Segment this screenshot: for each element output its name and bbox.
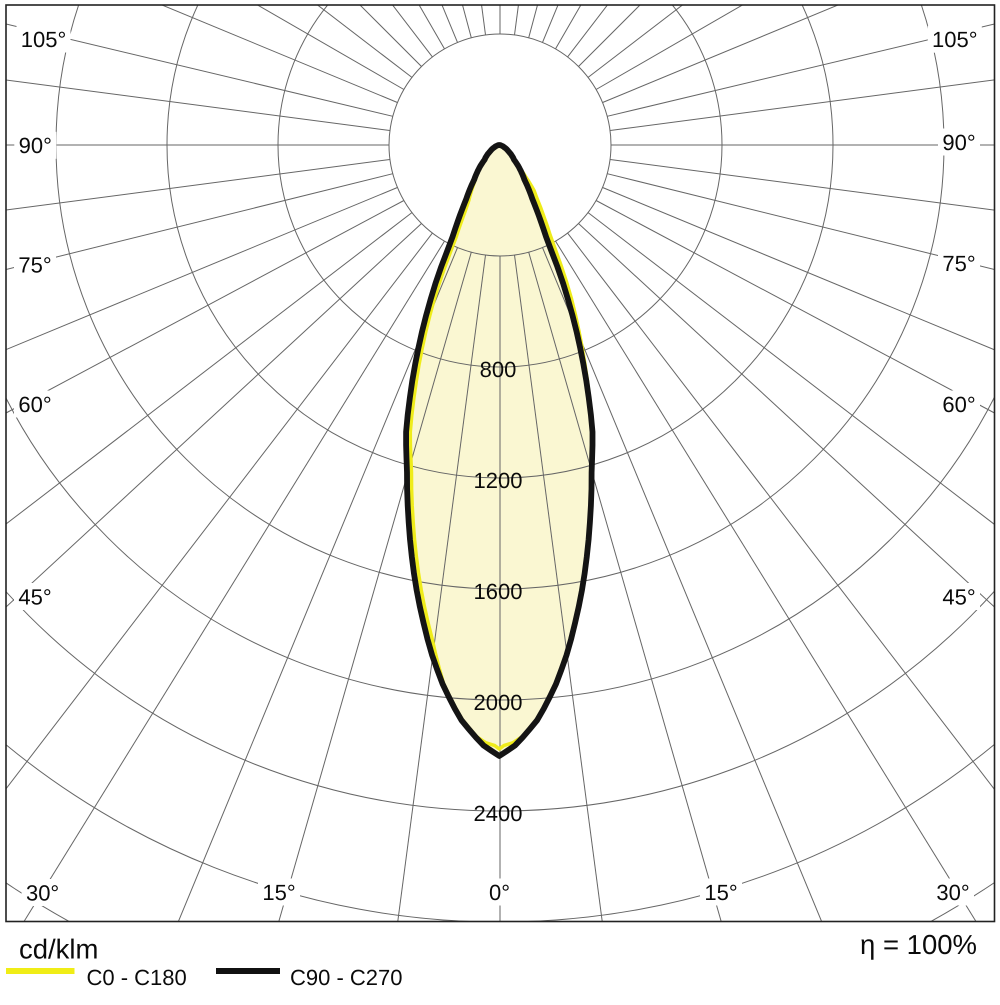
svg-text:105°: 105° xyxy=(21,27,67,52)
svg-text:60°: 60° xyxy=(942,392,975,417)
svg-text:2400: 2400 xyxy=(474,801,523,826)
svg-text:60°: 60° xyxy=(18,392,51,417)
svg-text:90°: 90° xyxy=(19,133,52,158)
svg-text:30°: 30° xyxy=(936,880,969,905)
svg-text:75°: 75° xyxy=(942,251,975,276)
svg-text:90°: 90° xyxy=(942,130,975,155)
svg-text:2000: 2000 xyxy=(474,690,523,715)
svg-text:75°: 75° xyxy=(18,253,51,278)
svg-text:800: 800 xyxy=(480,357,517,382)
svg-text:105°: 105° xyxy=(932,27,978,52)
svg-text:45°: 45° xyxy=(942,584,975,609)
svg-text:cd/klm: cd/klm xyxy=(19,934,98,965)
svg-text:1200: 1200 xyxy=(474,468,523,493)
svg-text:C90 - C270: C90 - C270 xyxy=(290,965,403,990)
svg-text:15°: 15° xyxy=(262,880,295,905)
svg-text:1600: 1600 xyxy=(474,579,523,604)
svg-text:C0 - C180: C0 - C180 xyxy=(87,965,187,990)
svg-text:η = 100%: η = 100% xyxy=(860,929,977,960)
svg-text:15°: 15° xyxy=(704,880,737,905)
svg-text:30°: 30° xyxy=(26,880,59,905)
svg-text:0°: 0° xyxy=(489,880,510,905)
svg-text:45°: 45° xyxy=(18,584,51,609)
